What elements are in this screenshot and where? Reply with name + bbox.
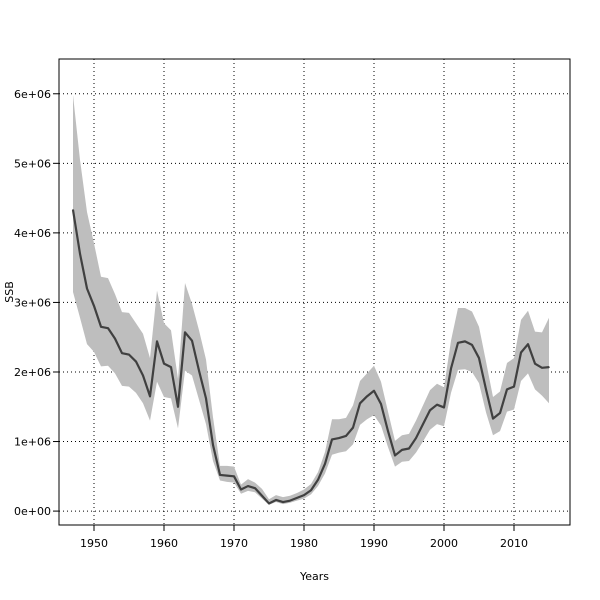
data-point-1960 — [163, 362, 165, 365]
data-point-1984 — [331, 438, 333, 441]
data-point-1977 — [282, 501, 284, 503]
data-point-1982 — [317, 478, 319, 481]
data-point-2002 — [457, 341, 459, 344]
data-point-2015 — [548, 366, 550, 368]
data-point-1948 — [79, 252, 81, 255]
x-axis-title: Years — [299, 570, 329, 583]
data-point-1962 — [177, 405, 179, 408]
data-point-1978 — [289, 499, 291, 502]
data-point-1953 — [114, 337, 116, 340]
data-point-1959 — [156, 340, 158, 343]
data-point-1972 — [247, 485, 249, 487]
data-point-1985 — [338, 437, 340, 439]
data-point-1949 — [86, 287, 88, 290]
data-point-2006 — [485, 388, 487, 391]
data-point-1987 — [352, 426, 354, 429]
x-tick-label-2010: 2010 — [500, 537, 528, 550]
data-point-1958 — [149, 395, 151, 398]
x-tick-label-1970: 1970 — [220, 537, 248, 550]
data-point-2010 — [513, 385, 515, 388]
data-point-1992 — [387, 430, 389, 432]
confidence-band-layer — [73, 95, 549, 505]
data-point-1969 — [226, 474, 228, 477]
y-tick-label-2: 2e+06 — [14, 366, 51, 379]
data-point-2012 — [527, 343, 529, 345]
data-point-2001 — [450, 367, 452, 370]
data-point-1994 — [401, 449, 403, 451]
data-point-1947 — [72, 209, 74, 211]
data-point-1988 — [359, 402, 361, 405]
data-point-1951 — [100, 325, 102, 328]
data-point-1961 — [170, 366, 172, 368]
data-point-2004 — [471, 344, 473, 346]
data-point-1967 — [212, 444, 214, 446]
data-point-1950 — [93, 305, 95, 307]
data-point-2007 — [492, 417, 494, 420]
data-point-2005 — [478, 357, 480, 359]
data-point-2011 — [520, 351, 522, 354]
data-point-2014 — [541, 367, 543, 369]
data-point-1998 — [429, 409, 431, 412]
data-point-1995 — [408, 447, 410, 450]
data-point-1979 — [296, 497, 298, 499]
data-point-1999 — [436, 403, 438, 406]
data-point-1965 — [198, 369, 200, 372]
data-point-1955 — [128, 353, 130, 356]
data-point-1973 — [254, 487, 256, 489]
x-tick-label-1990: 1990 — [360, 537, 388, 550]
data-point-1997 — [422, 423, 424, 425]
x-tick-label-1980: 1980 — [290, 537, 318, 550]
data-point-2009 — [506, 388, 508, 391]
grid — [59, 59, 570, 525]
data-point-2013 — [534, 362, 536, 365]
x-tick-label-2000: 2000 — [430, 537, 458, 550]
axes: 1950 1960 1970 1980 1990 2000 2010 0e+00 1e+06 2e… — [14, 88, 528, 550]
data-point-1989 — [366, 395, 368, 398]
data-point-1990 — [373, 389, 375, 392]
data-point-1971 — [240, 488, 242, 491]
data-point-1983 — [324, 462, 326, 465]
y-tick-label-5: 5e+06 — [14, 157, 51, 170]
data-point-1957 — [142, 374, 144, 377]
data-point-1952 — [107, 327, 109, 329]
data-point-1956 — [135, 360, 137, 363]
y-tick-label-3: 3e+06 — [14, 296, 51, 309]
data-point-1968 — [219, 474, 221, 476]
y-tick-label-0: 0e+00 — [14, 505, 51, 518]
data-point-1980 — [303, 494, 305, 496]
data-point-2000 — [443, 406, 445, 409]
data-point-1974 — [261, 494, 263, 497]
data-point-1964 — [191, 339, 193, 342]
data-point-1991 — [380, 403, 382, 405]
data-point-2008 — [499, 412, 501, 414]
y-tick-label-4: 4e+06 — [14, 227, 51, 240]
data-points-layer — [72, 209, 550, 505]
data-point-1976 — [275, 499, 277, 501]
data-point-1966 — [205, 397, 207, 400]
y-tick-label-6: 6e+06 — [14, 88, 51, 101]
data-point-1954 — [121, 352, 123, 355]
plot-frame — [58, 58, 571, 526]
x-tick-label-1960: 1960 — [150, 537, 178, 550]
data-point-2003 — [464, 340, 466, 343]
data-point-1996 — [415, 437, 417, 439]
y-axis-title: SSB — [3, 281, 16, 303]
data-point-1975 — [268, 502, 270, 505]
data-point-1993 — [394, 454, 396, 457]
y-tick-label-1: 1e+06 — [14, 436, 51, 449]
data-point-1963 — [184, 331, 186, 334]
x-tick-label-1950: 1950 — [80, 537, 108, 550]
data-point-1981 — [310, 489, 312, 492]
confidence-band — [73, 95, 549, 505]
data-point-1986 — [345, 435, 347, 437]
data-point-1970 — [233, 475, 235, 478]
